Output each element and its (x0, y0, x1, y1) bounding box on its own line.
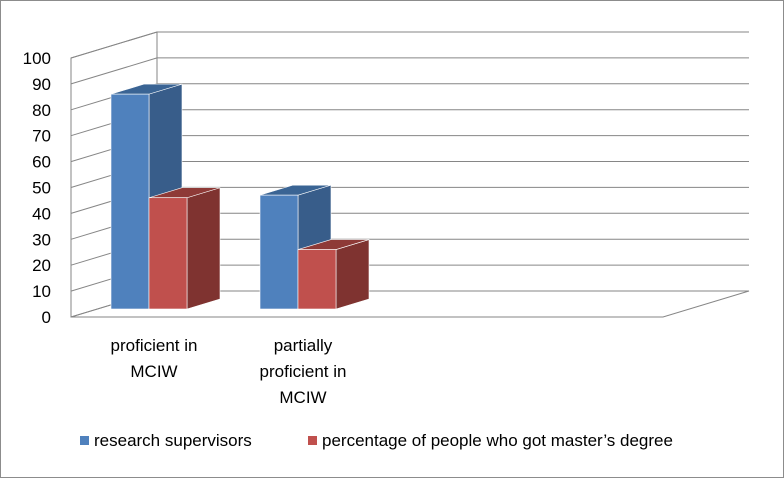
y-axis-ticks: 0 10 20 30 40 50 60 70 80 90 100 (23, 49, 51, 327)
x-category-label-line: proficient in (260, 362, 347, 381)
gridline-diagonal (70, 31, 158, 59)
y-tick-label: 40 (32, 204, 51, 223)
y-tick-label: 0 (42, 308, 51, 327)
legend: research supervisors percentage of people… (80, 431, 673, 450)
y-tick-label: 60 (32, 153, 51, 172)
y-tick-label: 50 (32, 179, 51, 198)
bar-front-face (259, 194, 299, 310)
x-category-label-line: MCIW (279, 388, 326, 407)
y-tick-label: 70 (32, 127, 51, 146)
y-tick-label: 100 (23, 49, 51, 68)
bar-side-face (186, 187, 221, 310)
y-tick-label: 80 (32, 101, 51, 120)
x-category-label-line: partially (274, 336, 333, 355)
y-tick-label: 10 (32, 282, 51, 301)
legend-label: research supervisors (94, 431, 252, 450)
bar-front-face (148, 197, 188, 310)
bar-front-face (110, 93, 150, 310)
legend-label: percentage of people who got master’s de… (322, 431, 673, 450)
bar-side-face (335, 239, 370, 310)
gridline-diagonal (70, 57, 158, 85)
category-labels: proficient in MCIW partially proficient in M… (111, 336, 347, 407)
legend-swatch (308, 436, 317, 445)
x-category-label-line: MCIW (130, 362, 177, 381)
bars (110, 83, 370, 310)
x-category-label-line: proficient in (111, 336, 198, 355)
bar (297, 239, 370, 310)
x-category-label: proficient in MCIW (111, 336, 198, 381)
bar (148, 187, 221, 310)
y-tick-label: 90 (32, 75, 51, 94)
x-category-label: partially proficient in MCIW (260, 336, 347, 407)
y-tick-label: 20 (32, 256, 51, 275)
y-tick-label: 30 (32, 230, 51, 249)
bar-front-face (297, 249, 337, 310)
legend-swatch (80, 436, 89, 445)
